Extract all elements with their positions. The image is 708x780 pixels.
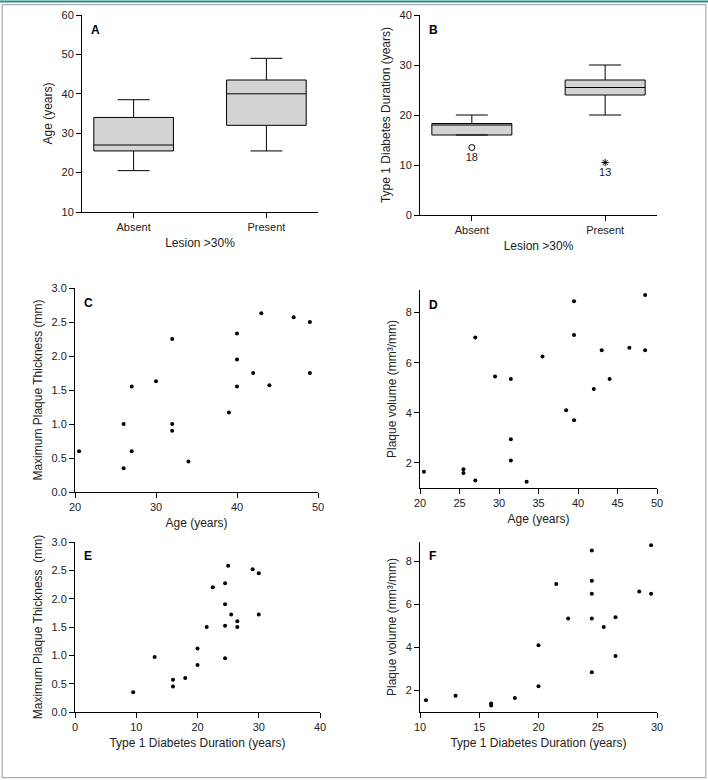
svg-text:40: 40 [231,501,243,513]
svg-text:Absent: Absent [117,221,151,233]
svg-text:20: 20 [62,166,74,178]
svg-text:Age (years): Age (years) [41,82,55,144]
svg-text:Type 1 Diabetes Duration (year: Type 1 Diabetes Duration (years) [450,736,626,750]
svg-text:2: 2 [406,684,412,696]
svg-text:60: 60 [62,9,74,21]
svg-text:10: 10 [414,721,426,733]
svg-text:2: 2 [406,457,412,469]
svg-text:0: 0 [72,721,78,733]
svg-text:50: 50 [312,501,324,513]
svg-text:35: 35 [532,497,544,509]
svg-text:20: 20 [191,721,203,733]
svg-text:20: 20 [414,497,426,509]
svg-text:Present: Present [586,224,624,236]
svg-text:Present: Present [247,221,285,233]
svg-text:2.0: 2.0 [52,350,67,362]
svg-text:1.0: 1.0 [52,418,67,430]
svg-text:1.5: 1.5 [52,384,67,396]
svg-text:B: B [429,23,438,37]
svg-text:0.0: 0.0 [52,706,67,718]
svg-text:Plaque volume (mm³/mm): Plaque volume (mm³/mm) [385,320,399,458]
svg-text:25: 25 [453,497,465,509]
svg-text:2.5: 2.5 [52,316,67,328]
svg-text:20: 20 [69,501,81,513]
svg-text:30: 30 [150,501,162,513]
svg-text:Type 1 Diabetes Duration (year: Type 1 Diabetes Duration (years) [379,27,393,203]
svg-text:0.5: 0.5 [52,452,67,464]
svg-text:30: 30 [62,127,74,139]
svg-text:8: 8 [406,555,412,567]
svg-text:40: 40 [572,497,584,509]
svg-text:E: E [84,549,92,563]
svg-text:4: 4 [406,641,412,653]
svg-text:30: 30 [493,497,505,509]
svg-text:2.5: 2.5 [52,564,67,576]
svg-text:40: 40 [62,88,74,100]
svg-text:C: C [84,296,93,310]
svg-text:A: A [91,23,100,37]
svg-text:50: 50 [62,48,74,60]
svg-text:Absent: Absent [455,224,489,236]
svg-text:6: 6 [406,357,412,369]
svg-text:30: 30 [253,721,265,733]
svg-text:30: 30 [651,721,663,733]
svg-text:3.0: 3.0 [52,282,67,294]
svg-text:0.5: 0.5 [52,678,67,690]
svg-text:6: 6 [406,598,412,610]
svg-text:30: 30 [400,59,412,71]
svg-text:18: 18 [466,151,478,163]
svg-text:45: 45 [611,497,623,509]
svg-text:20: 20 [400,109,412,121]
svg-text:50: 50 [651,497,663,509]
svg-text:1.5: 1.5 [52,621,67,633]
svg-text:3.0: 3.0 [52,536,67,548]
svg-text:4: 4 [406,407,412,419]
svg-text:Plaque volume (mm³/mm): Plaque volume (mm³/mm) [385,558,399,696]
svg-text:Lesion >30%: Lesion >30% [165,236,235,250]
svg-text:Age (years): Age (years) [165,516,227,530]
svg-text:15: 15 [473,721,485,733]
svg-text:Type 1 Diabetes Duration (year: Type 1 Diabetes Duration (years) [109,736,285,750]
svg-text:10: 10 [130,721,142,733]
svg-text:0: 0 [406,209,412,221]
svg-text:10: 10 [62,206,74,218]
svg-text:20: 20 [532,721,544,733]
svg-text:F: F [429,549,436,563]
svg-text:40: 40 [314,721,326,733]
svg-text:25: 25 [592,721,604,733]
svg-text:D: D [429,298,438,312]
svg-text:Lesion >30%: Lesion >30% [504,239,574,253]
svg-text:1.0: 1.0 [52,649,67,661]
svg-text:Age (years): Age (years) [507,512,569,526]
svg-text:40: 40 [400,9,412,21]
svg-text:Maximum Plaque Thickness (mm): Maximum Plaque Thickness (mm) [31,299,45,480]
svg-text:2.0: 2.0 [52,593,67,605]
svg-text:Maximum Plaque Thickness (mm): Maximum Plaque Thickness (mm) [31,535,45,720]
svg-text:13: 13 [599,166,611,178]
svg-text:10: 10 [400,159,412,171]
svg-text:0.0: 0.0 [52,486,67,498]
svg-text:8: 8 [406,306,412,318]
